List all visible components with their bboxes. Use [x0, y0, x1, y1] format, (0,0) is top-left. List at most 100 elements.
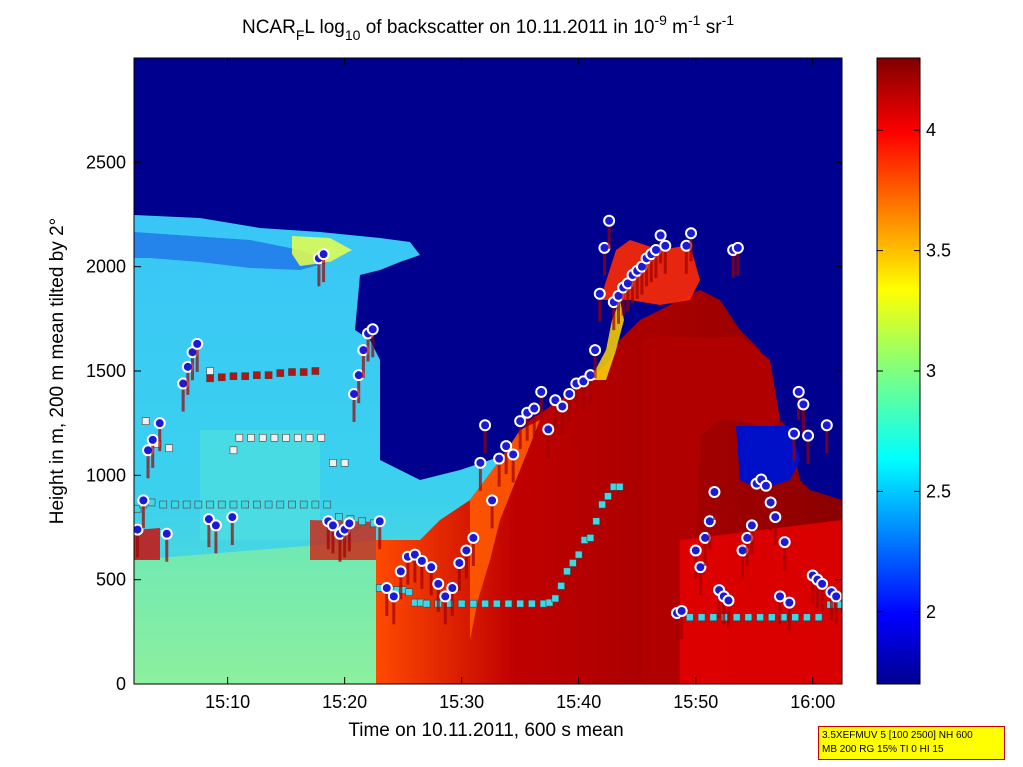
layer-height-marker — [276, 500, 285, 509]
layer-height-marker — [141, 417, 150, 425]
cloud-base-marker — [675, 604, 688, 617]
layer-height-marker — [516, 599, 524, 608]
cloud-base-marker — [556, 400, 569, 413]
heatmap-right-layer — [680, 520, 842, 684]
colorbar — [876, 57, 921, 685]
x-tick-label: 15:30 — [439, 692, 484, 712]
heatmap-yellow-ridge — [590, 300, 624, 380]
layer-height-marker — [229, 446, 238, 455]
layer-height-marker — [171, 500, 179, 509]
colorbar-tick-label: 3.5 — [926, 241, 951, 261]
cloud-base-marker — [460, 544, 473, 557]
settings-info-box: 3.5XEFMUV 5 [100 2500] NH 600 MB 200 RG … — [818, 726, 1005, 760]
cloud-base-marker — [603, 214, 616, 227]
x-tick-label: 15:10 — [205, 692, 250, 712]
cloud-base-marker — [493, 452, 506, 465]
layer-height-marker — [481, 599, 489, 608]
heatmap-red-plume — [643, 336, 780, 684]
x-tick-label: 15:20 — [322, 692, 367, 712]
cloud-base-marker — [820, 419, 833, 432]
heatmap-upper-haze — [134, 232, 330, 270]
cloud-base-marker — [816, 577, 829, 590]
cloud-base-marker — [226, 511, 239, 524]
layer-height-marker — [686, 613, 694, 622]
cloud-base-marker — [745, 519, 758, 532]
colorbar-tick-label: 2 — [926, 602, 936, 622]
cloud-base-marker — [432, 577, 445, 590]
cloud-base-marker — [500, 440, 513, 453]
layer-height-marker — [299, 500, 308, 509]
layer-height-marker — [767, 613, 776, 622]
cloud-base-marker — [479, 419, 492, 432]
cloud-base-marker — [343, 517, 356, 530]
layer-height-marker — [569, 559, 577, 567]
layer-height-marker — [282, 433, 290, 442]
layer-height-marker — [557, 582, 565, 590]
cloud-base-marker — [134, 523, 144, 536]
layer-height-marker — [317, 433, 326, 442]
cloud-base-marker — [453, 556, 466, 569]
info-line-1: 3.5XEFMUV 5 [100 2500] NH 600 — [822, 730, 973, 741]
x-tick-label: 16:00 — [790, 692, 835, 712]
x-tick-label: 15:50 — [673, 692, 718, 712]
cloud-base-marker — [694, 561, 707, 574]
layer-height-marker — [247, 433, 255, 442]
cloud-base-marker — [685, 227, 698, 240]
cloud-base-marker — [317, 248, 330, 261]
y-tick-label: 1500 — [86, 361, 126, 381]
y-tick-label: 500 — [96, 570, 126, 590]
cloud-base-marker — [146, 433, 159, 446]
colorbar-tick-label: 2.5 — [926, 481, 951, 501]
layer-height-marker — [744, 613, 753, 622]
cloud-base-marker — [467, 531, 480, 544]
heatmap-right-blue-notch — [736, 426, 800, 490]
cloud-base-marker — [425, 561, 438, 574]
cloud-base-marker — [703, 515, 716, 528]
layer-height-marker — [241, 372, 249, 381]
heatmap-left-red-layer — [134, 528, 160, 560]
layer-height-marker — [194, 500, 203, 509]
cloud-base-marker — [731, 241, 744, 254]
layer-height-marker — [598, 500, 606, 509]
cloud-base-marker — [486, 494, 499, 507]
y-tick-label: 2000 — [86, 257, 126, 277]
layer-height-marker — [159, 500, 168, 509]
layer-height-marker — [709, 613, 718, 622]
layer-height-marker — [323, 500, 331, 509]
layer-height-marker — [329, 459, 337, 467]
cloud-base-marker — [708, 486, 721, 499]
cloud-base-marker — [769, 511, 782, 524]
cloud-base-marker — [160, 527, 173, 540]
cloud-base-marker — [792, 385, 805, 398]
layer-height-marker — [311, 500, 320, 509]
cloud-base-marker — [659, 239, 672, 252]
cloud-base-marker — [589, 344, 602, 357]
cloud-base-marker — [773, 590, 786, 603]
layer-height-marker — [305, 433, 314, 442]
y-axis: 0 500 1000 1500 2000 2500 — [86, 152, 842, 694]
cloud-base-marker — [764, 496, 777, 509]
chart-title: NCARFL log10 of backscatter on 10.11.201… — [242, 12, 734, 43]
layer-height-marker — [405, 588, 413, 596]
layer-height-marker — [206, 500, 214, 509]
layer-height-marker — [504, 599, 513, 608]
layer-height-marker — [814, 613, 823, 622]
layer-height-marker — [217, 373, 226, 382]
layer-height-marker — [340, 459, 349, 467]
heatmap-lower-layer — [134, 540, 380, 684]
cloud-base-marker — [474, 456, 487, 469]
cloud-base-marker — [830, 590, 842, 603]
colorbar-axis: 2 2.5 3 3.5 4 — [877, 120, 951, 622]
cloud-base-marker — [722, 594, 735, 607]
cloud-base-marker — [209, 519, 222, 532]
layer-height-marker — [334, 513, 343, 521]
y-tick-label: 2500 — [86, 152, 126, 172]
info-line-2: MB 200 RG 15% TI 0 HI 15 — [822, 744, 944, 755]
layer-height-marker — [165, 444, 173, 453]
y-axis-label: Height in m, 200 m mean tilted by 2° — [47, 218, 68, 524]
layer-height-marker — [803, 613, 811, 622]
cloud-base-marker — [778, 536, 791, 549]
cloud-base-marker — [783, 596, 796, 609]
layer-height-marker — [586, 534, 595, 542]
cloud-base-marker — [514, 415, 527, 428]
